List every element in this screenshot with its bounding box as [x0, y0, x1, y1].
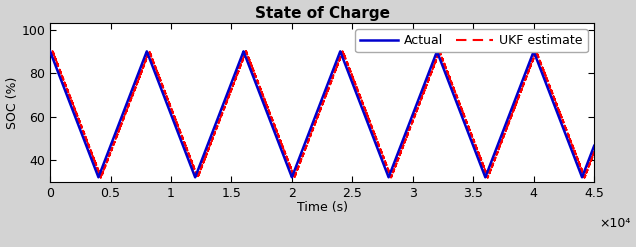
Actual: [46, 50, 54, 53]
Legend: Actual, UKF estimate: Actual, UKF estimate: [355, 29, 588, 52]
Actual: [590, 144, 598, 147]
UKF estimate: [242, 50, 250, 53]
UKF estimate: [182, 145, 190, 148]
UKF estimate: [303, 142, 311, 144]
UKF estimate: [46, 56, 54, 59]
Actual: [182, 151, 190, 154]
UKF estimate: [375, 144, 383, 147]
Line: UKF estimate: UKF estimate: [50, 51, 594, 178]
Text: ×10⁴: ×10⁴: [600, 217, 631, 229]
Line: Actual: Actual: [50, 51, 594, 177]
Actual: [396, 148, 403, 151]
X-axis label: Time (s): Time (s): [296, 201, 348, 214]
Actual: [303, 135, 311, 138]
Title: State of Charge: State of Charge: [254, 5, 390, 21]
UKF estimate: [396, 154, 403, 157]
Actual: [555, 116, 563, 119]
Actual: [436, 57, 443, 60]
UKF estimate: [555, 109, 563, 112]
UKF estimate: [590, 151, 598, 154]
UKF estimate: [436, 51, 443, 54]
UKF estimate: [484, 176, 492, 179]
Actual: [375, 151, 383, 154]
Actual: [191, 176, 199, 179]
Y-axis label: SOC (%): SOC (%): [6, 76, 18, 129]
